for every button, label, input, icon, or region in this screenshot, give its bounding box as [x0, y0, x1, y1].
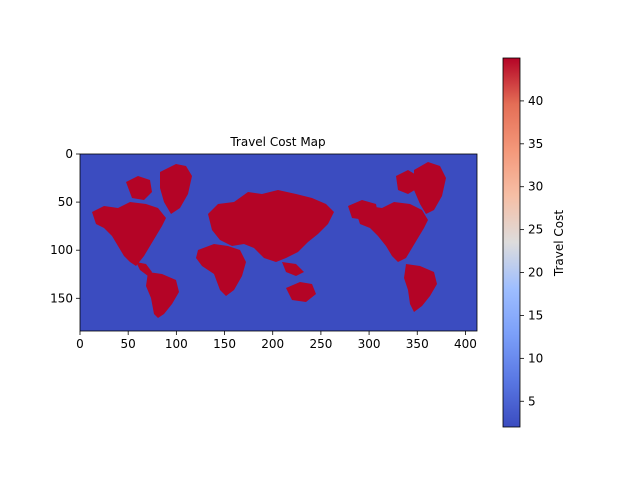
x-tick-label: 200 — [261, 337, 284, 351]
colorbar: 5 10 15 20 25 30 35 40 Travel Cost — [502, 57, 566, 428]
x-tick-label: 350 — [406, 337, 429, 351]
colorbar-tick-label: 30 — [528, 180, 543, 194]
x-tick-label: 300 — [358, 337, 381, 351]
x-tick-label: 150 — [213, 337, 236, 351]
colorbar-tick-label: 40 — [528, 94, 543, 108]
x-tick-label: 100 — [165, 337, 188, 351]
land-south-america-right — [404, 264, 437, 312]
y-tick-label: 50 — [58, 195, 73, 209]
colorbar-tick-label: 15 — [528, 308, 543, 322]
land-north-america-right — [356, 202, 428, 262]
land-africa-left — [196, 244, 246, 296]
x-axis: 0 50 100 150 200 250 300 350 400 — [76, 331, 477, 351]
y-tick-label: 150 — [50, 291, 73, 305]
land-southeast-asia-left — [282, 262, 304, 276]
land-canada-islands-left — [126, 176, 152, 200]
colorbar-tick-label: 5 — [528, 394, 536, 408]
y-axis: 0 50 100 150 — [50, 147, 80, 305]
y-tick-label: 100 — [50, 243, 73, 257]
land-north-america-left — [92, 202, 166, 266]
plot-frame — [79, 153, 478, 332]
y-tick-label: 0 — [65, 147, 73, 161]
plot-area — [79, 153, 478, 332]
land-eurasia-left — [208, 190, 334, 262]
x-tick-label: 50 — [121, 337, 136, 351]
colorbar-tick-label: 20 — [528, 266, 543, 280]
x-tick-label: 400 — [454, 337, 477, 351]
land-masses — [92, 162, 446, 318]
colorbar-label: Travel Cost — [552, 210, 566, 277]
land-south-america-left — [146, 272, 179, 318]
land-australia-left — [286, 282, 316, 302]
x-tick-label: 250 — [309, 337, 332, 351]
chart-title: Travel Cost Map — [229, 135, 325, 149]
colorbar-tick-label: 35 — [528, 137, 543, 151]
x-tick-label: 0 — [76, 337, 84, 351]
colorbar-tick-label: 25 — [528, 223, 543, 237]
colorbar-ticks: 5 10 15 20 25 30 35 40 — [520, 94, 543, 408]
colorbar-gradient — [502, 57, 521, 428]
land-greenland-left — [160, 164, 192, 214]
land-greenland-right — [414, 162, 446, 214]
colorbar-tick-label: 10 — [528, 351, 543, 365]
land-canada-islands-right — [396, 170, 418, 194]
